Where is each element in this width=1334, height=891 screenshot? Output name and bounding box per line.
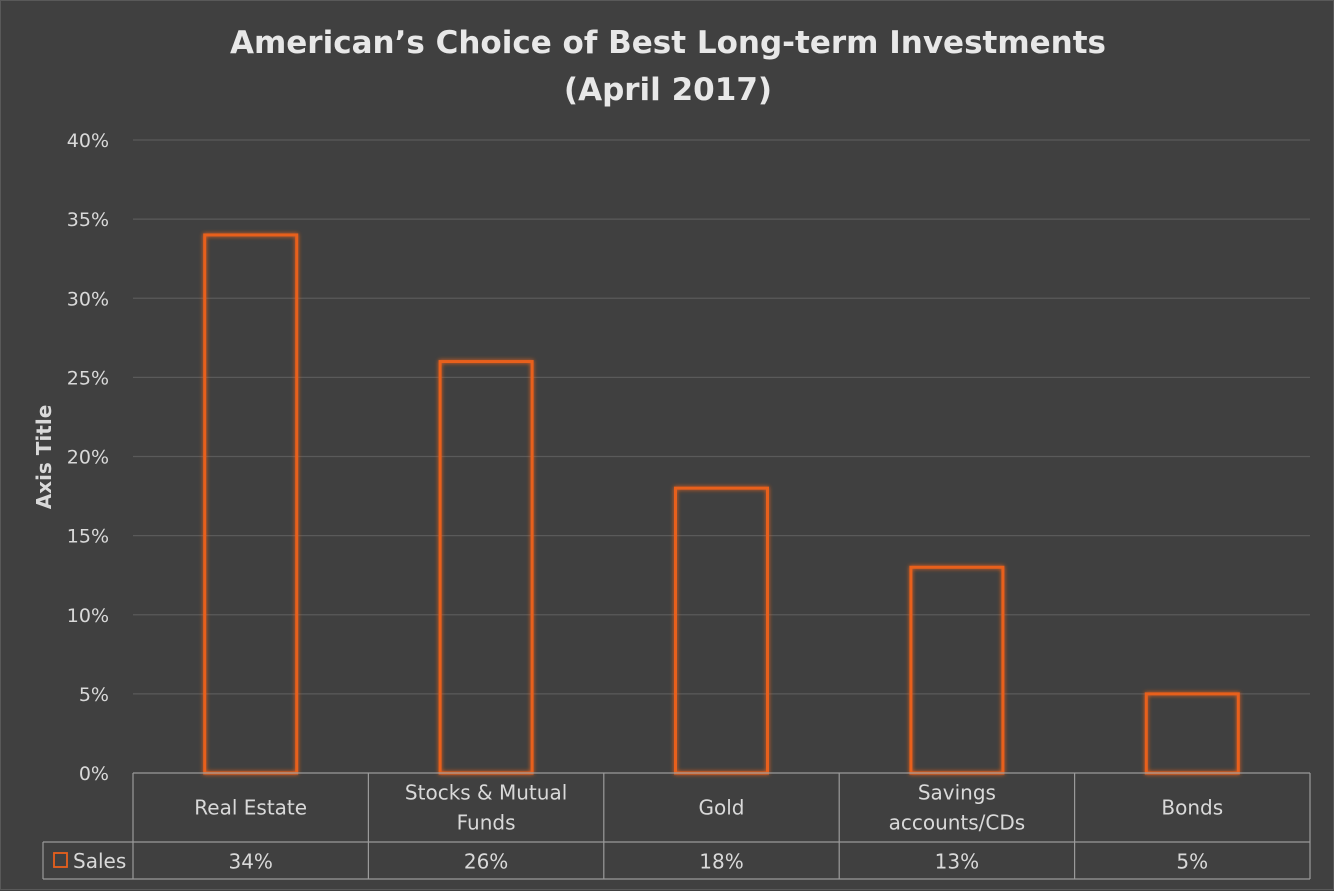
category-label: Funds — [457, 811, 516, 835]
value-label: 18% — [699, 850, 743, 874]
category-label: Real Estate — [194, 796, 307, 820]
bar — [203, 233, 299, 775]
category-label: Stocks & Mutual — [405, 781, 567, 805]
value-label: 26% — [464, 850, 508, 874]
category-label: accounts/CDs — [889, 811, 1026, 835]
chart-subtitle: (April 2017) — [564, 72, 772, 108]
y-tick-label: 20% — [67, 447, 109, 469]
category-label: Gold — [699, 796, 745, 820]
y-tick-label: 0% — [79, 763, 109, 785]
y-tick-label: 15% — [67, 526, 109, 548]
y-tick-label: 30% — [67, 288, 109, 310]
value-label: 13% — [935, 850, 979, 874]
legend-label: Sales — [73, 849, 126, 873]
bar — [1144, 692, 1240, 775]
bar — [909, 565, 1005, 775]
bar — [674, 486, 769, 775]
legend-swatch — [53, 852, 68, 868]
y-tick-label: 10% — [67, 605, 109, 627]
category-label: Savings — [918, 781, 996, 805]
chart-title: American’s Choice of Best Long-term Inve… — [230, 25, 1106, 61]
y-axis-title: Axis Title — [32, 405, 56, 510]
y-tick-label: 25% — [67, 367, 109, 389]
bar — [438, 360, 534, 775]
y-tick-label: 5% — [79, 684, 109, 706]
category-label: Bonds — [1161, 796, 1223, 820]
value-label: 5% — [1176, 850, 1208, 874]
y-tick-label: 35% — [67, 209, 109, 231]
y-tick-label: 40% — [67, 130, 109, 152]
value-label: 34% — [228, 850, 272, 874]
